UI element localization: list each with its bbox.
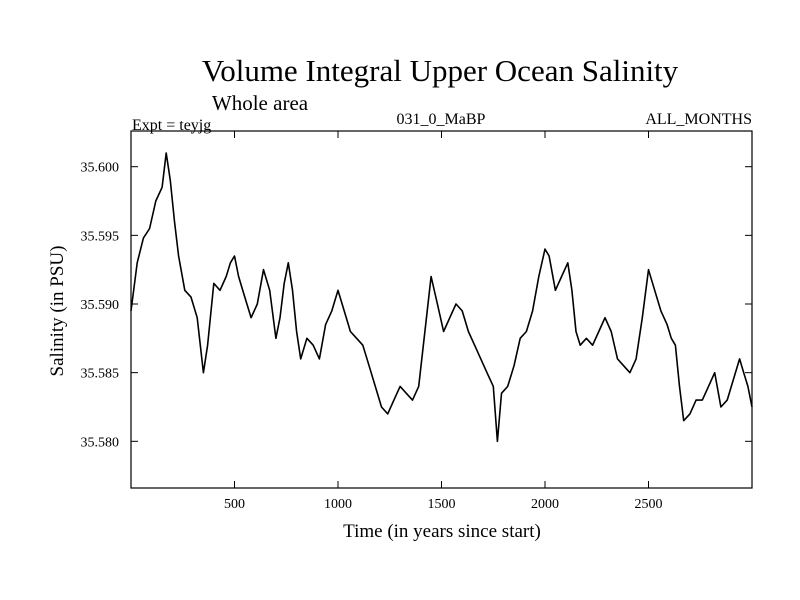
months-label: ALL_MONTHS <box>645 111 752 128</box>
y-tick-label: 35.600 <box>81 161 120 176</box>
run-id-label: 031_0_MaBP <box>397 111 486 128</box>
y-tick-label: 35.580 <box>81 435 120 450</box>
plot-frame <box>130 130 753 489</box>
chart-subtitle: Whole area <box>212 91 309 115</box>
series-line-salinity <box>130 152 753 443</box>
series-layer <box>130 152 753 443</box>
x-tick-label: 2500 <box>635 497 663 512</box>
x-axis-label: Time (in years since start) <box>343 521 541 542</box>
y-tick-label: 35.595 <box>81 229 120 244</box>
x-tick-label: 1000 <box>324 497 352 512</box>
x-axis-ticks: 500 1000 1500 2000 2500 <box>224 131 663 512</box>
chart-title: Volume Integral Upper Ocean Salinity <box>202 53 679 88</box>
y-axis-ticks: 35.580 35.585 35.590 35.595 35.600 <box>81 161 752 450</box>
plot-area: 500 1000 1500 2000 2500 35.58035.58535.59035… <box>81 130 753 512</box>
experiment-label: Expt = teyjg <box>132 117 211 134</box>
y-axis-label: Salinity (in PSU) <box>47 246 68 377</box>
x-tick-label: 500 <box>224 497 245 512</box>
y-tick-label: 35.585 <box>81 367 120 382</box>
y-tick-label: 35.590 <box>81 298 120 313</box>
x-tick-label: 2000 <box>531 497 559 512</box>
x-tick-label: 1500 <box>428 497 456 512</box>
